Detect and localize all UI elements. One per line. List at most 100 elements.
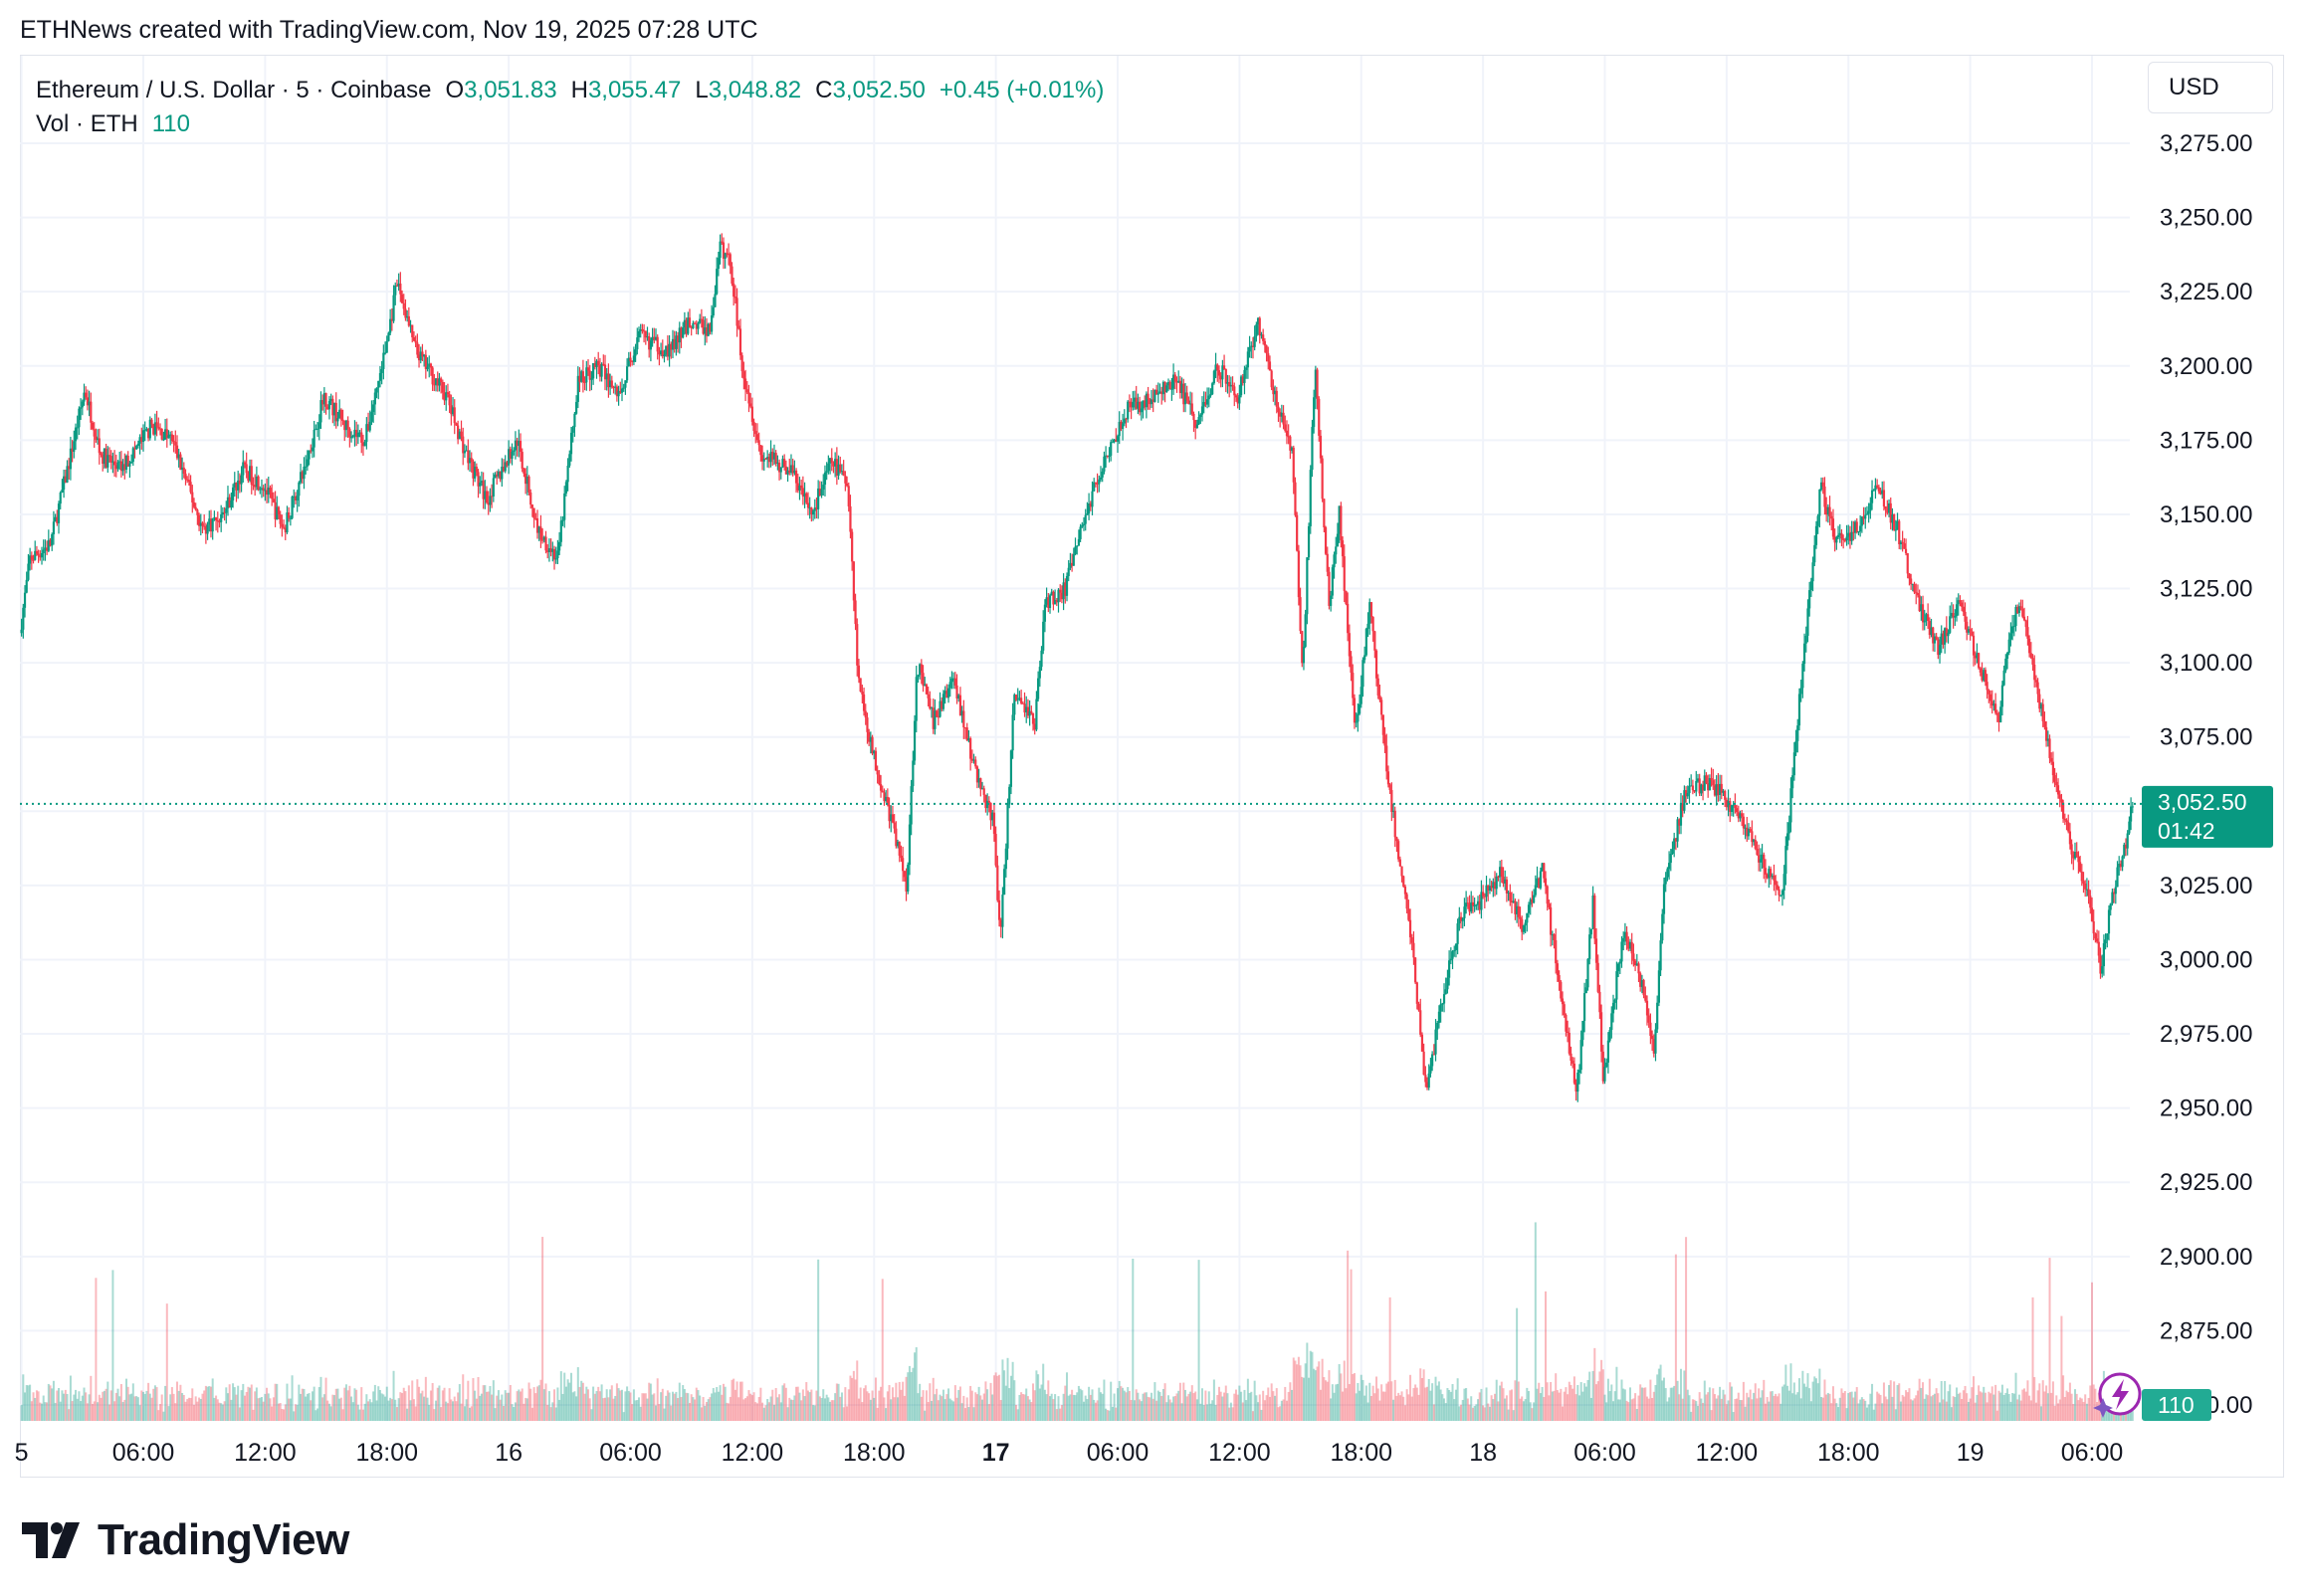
candle-body xyxy=(777,462,781,473)
volume-bar xyxy=(274,1383,277,1421)
candle-body xyxy=(1318,398,1321,436)
candle-body xyxy=(675,335,678,349)
candle-body xyxy=(1219,375,1222,380)
volume-bar xyxy=(211,1378,214,1421)
volume-bar xyxy=(547,1391,550,1421)
candle-body xyxy=(1492,882,1495,889)
volume-bar xyxy=(167,1406,170,1421)
candle-body xyxy=(1567,1031,1570,1033)
candle-body xyxy=(612,386,615,388)
volume-bar xyxy=(2017,1394,2020,1421)
candle-body xyxy=(1591,896,1594,929)
volume-bar xyxy=(2089,1385,2092,1421)
volume-bar xyxy=(358,1409,361,1421)
volume-bar xyxy=(329,1406,332,1421)
volume-bar xyxy=(1437,1381,1440,1421)
volume-bar xyxy=(1787,1390,1790,1421)
candle-body xyxy=(868,731,871,742)
candle-body xyxy=(2012,626,2015,628)
currency-selector[interactable]: USD xyxy=(2148,62,2273,113)
candle-body xyxy=(1228,381,1231,387)
volume-bar xyxy=(1799,1398,1802,1421)
candle-body xyxy=(827,463,830,472)
candle-body xyxy=(313,429,315,448)
volume-bar xyxy=(206,1386,209,1421)
time-tick-label: 06:00 xyxy=(1573,1439,1636,1467)
candle-body xyxy=(774,453,777,464)
candle-body xyxy=(39,554,42,558)
candle-body xyxy=(529,492,532,505)
candle-body xyxy=(431,367,434,385)
candle-body xyxy=(840,471,844,473)
candle-body xyxy=(1843,539,1846,541)
candle-body xyxy=(348,428,351,438)
volume-bar xyxy=(1618,1399,1621,1421)
candle-body xyxy=(1170,388,1173,390)
candle-body xyxy=(939,700,942,717)
volume-bar xyxy=(291,1375,294,1421)
candle-body xyxy=(30,555,33,560)
lightning-icon[interactable] xyxy=(2093,1372,2142,1418)
volume-bar xyxy=(218,1402,221,1421)
candle-body xyxy=(1216,364,1219,371)
volume-bar xyxy=(135,1396,138,1421)
candle-body xyxy=(338,409,341,419)
candle-body xyxy=(1209,394,1212,396)
volume-bar xyxy=(991,1394,994,1421)
volume-bar xyxy=(1253,1380,1256,1421)
volume-bar xyxy=(1874,1403,1877,1421)
candle-body xyxy=(1543,863,1546,879)
volume-bar xyxy=(883,1397,886,1421)
candle-body xyxy=(167,435,170,439)
volume-bar xyxy=(1915,1395,1918,1421)
volume-bar xyxy=(539,1379,542,1421)
volume-bar xyxy=(1378,1400,1381,1421)
candle-body xyxy=(822,485,825,490)
volume-bar xyxy=(1553,1390,1556,1421)
candle-body xyxy=(2084,883,2087,890)
candle-body xyxy=(1110,442,1113,456)
candle-body xyxy=(169,434,172,436)
legend-symbol[interactable]: Ethereum / U.S. Dollar · 5 · Coinbase xyxy=(36,77,432,103)
candle-body xyxy=(1448,960,1451,978)
volume-bar xyxy=(1589,1397,1592,1421)
candle-body xyxy=(607,373,610,388)
candle-body xyxy=(750,406,753,422)
candle-body xyxy=(1588,934,1591,959)
candle-body xyxy=(1245,367,1248,370)
volume-bar xyxy=(1163,1383,1166,1421)
candle-body xyxy=(247,473,250,482)
volume-bar xyxy=(2087,1397,2090,1421)
candle-body xyxy=(871,736,874,754)
volume-bar xyxy=(979,1395,982,1421)
volume-bar xyxy=(494,1408,497,1421)
volume-bar xyxy=(182,1394,185,1421)
candle-body xyxy=(458,431,461,440)
volume-bar xyxy=(1364,1385,1367,1421)
volume-bar xyxy=(1081,1390,1084,1421)
volume-bar xyxy=(1627,1402,1630,1421)
legend-volume-label[interactable]: Vol · ETH xyxy=(36,110,138,137)
candle-body xyxy=(1425,1082,1429,1089)
candle-body xyxy=(1417,1003,1420,1011)
volume-bar xyxy=(759,1387,762,1421)
candle-body xyxy=(1400,866,1403,877)
candle-body xyxy=(791,465,794,474)
volume-bar xyxy=(1916,1390,1919,1421)
candle-body xyxy=(974,759,977,767)
candle-body xyxy=(2002,670,2005,686)
candle-body xyxy=(518,441,521,447)
volume-bar xyxy=(52,1380,55,1421)
volume-bar xyxy=(73,1394,76,1421)
candle-body xyxy=(2124,844,2128,849)
volume-bar xyxy=(1994,1384,1997,1421)
candle-body xyxy=(46,547,49,551)
candle-body xyxy=(1747,829,1751,837)
tradingview-logo[interactable]: TradingView xyxy=(22,1510,349,1570)
candle-body xyxy=(1035,698,1038,730)
candle-body xyxy=(919,664,922,676)
candle-body xyxy=(2128,821,2131,834)
volume-bar xyxy=(34,1397,37,1421)
candle-body xyxy=(339,409,342,420)
